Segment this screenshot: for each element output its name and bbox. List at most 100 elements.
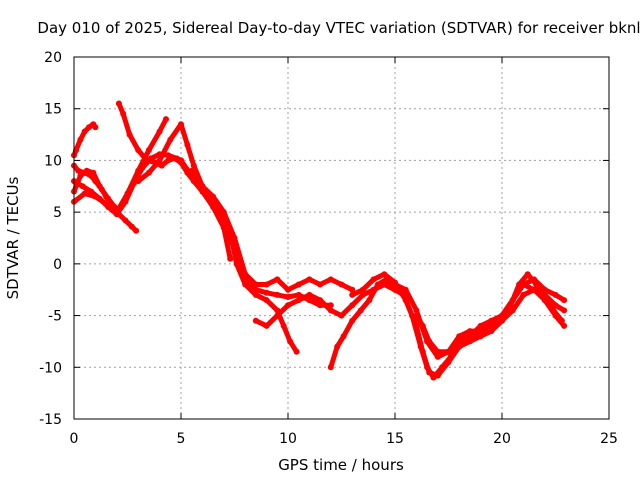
data-point xyxy=(263,281,270,288)
data-point xyxy=(145,147,152,154)
y-tick-label: 5 xyxy=(53,205,62,221)
data-point xyxy=(128,223,135,230)
y-axis-label: SDTVAR / TECUs xyxy=(4,176,22,299)
y-tick-label: 0 xyxy=(53,257,62,273)
data-point xyxy=(163,116,169,123)
x-axis-label: GPS time / hours xyxy=(278,456,404,474)
data-point xyxy=(327,276,334,283)
x-tick-label: 15 xyxy=(386,431,404,447)
data-point xyxy=(113,209,120,216)
data-point xyxy=(133,227,140,234)
data-point xyxy=(274,291,281,298)
data-point xyxy=(263,322,270,329)
data-point xyxy=(274,276,281,283)
data-point xyxy=(252,281,259,288)
data-point xyxy=(293,348,300,355)
data-point xyxy=(295,291,302,298)
data-point xyxy=(122,217,129,224)
axis-ticks: 0 5 10 15 20 25 -15 -10 -5 0 5 10 15 20 xyxy=(39,50,618,447)
data-point xyxy=(77,136,84,143)
data-point xyxy=(402,286,409,293)
data-point xyxy=(561,307,568,314)
data-point xyxy=(156,128,163,135)
data-point xyxy=(509,297,516,304)
data-point xyxy=(392,281,398,288)
y-tick-label: 15 xyxy=(44,102,62,118)
data-point xyxy=(109,204,116,210)
data-point xyxy=(488,322,495,329)
x-tick-label: 20 xyxy=(493,431,511,447)
data-point xyxy=(477,322,484,329)
data-series xyxy=(71,100,568,381)
data-point xyxy=(79,183,86,190)
x-tick-label: 25 xyxy=(600,431,618,447)
data-point xyxy=(210,193,217,200)
data-point xyxy=(220,209,227,216)
data-point xyxy=(199,183,206,190)
data-point xyxy=(135,167,142,174)
data-point xyxy=(184,141,191,148)
data-point xyxy=(158,162,165,169)
data-point xyxy=(75,167,82,174)
series-line-track-9 xyxy=(189,168,355,293)
data-point xyxy=(531,286,538,293)
chart-title: Day 010 of 2025, Sidereal Day-to-day VTE… xyxy=(37,19,640,37)
data-point xyxy=(274,312,281,319)
data-point xyxy=(381,281,388,288)
data-point xyxy=(402,297,409,304)
data-point xyxy=(541,286,548,293)
data-point xyxy=(334,343,341,350)
data-point xyxy=(295,281,302,288)
data-point xyxy=(83,167,90,174)
data-point xyxy=(252,317,259,324)
data-point xyxy=(285,302,291,309)
data-point xyxy=(509,307,516,314)
y-tick-label: -5 xyxy=(48,309,62,325)
data-point xyxy=(338,281,345,288)
data-point xyxy=(156,157,163,164)
data-point xyxy=(340,333,347,340)
data-point xyxy=(178,121,184,128)
data-point xyxy=(466,328,473,335)
x-tick-label: 0 xyxy=(70,431,79,447)
data-point xyxy=(263,297,270,304)
data-point xyxy=(561,297,568,304)
x-tick-label: 5 xyxy=(177,431,186,447)
data-point xyxy=(366,297,373,304)
data-point xyxy=(419,348,426,355)
data-point xyxy=(349,291,356,298)
data-point xyxy=(338,312,345,319)
series-line-track-12 xyxy=(349,271,567,379)
data-point xyxy=(552,291,559,298)
data-point xyxy=(252,291,259,298)
data-point xyxy=(466,333,473,340)
data-point xyxy=(242,271,249,278)
data-point xyxy=(188,167,195,174)
data-point xyxy=(359,291,366,298)
data-point xyxy=(92,124,99,131)
data-point xyxy=(287,338,294,345)
data-point xyxy=(541,297,548,304)
grid-lines xyxy=(74,57,609,419)
data-point xyxy=(349,286,356,293)
data-point xyxy=(531,276,538,283)
data-point xyxy=(317,297,324,304)
data-point xyxy=(357,307,364,314)
series-line-track-7 xyxy=(135,121,334,308)
data-point xyxy=(165,152,172,159)
data-point xyxy=(413,312,420,319)
x-tick-label: 10 xyxy=(279,431,297,447)
data-point xyxy=(552,302,559,309)
data-point xyxy=(145,169,152,176)
data-point xyxy=(135,147,142,154)
data-point xyxy=(167,136,174,143)
data-point xyxy=(263,289,270,296)
data-point xyxy=(349,302,356,309)
data-point xyxy=(280,322,287,329)
data-point xyxy=(499,312,505,319)
data-point xyxy=(327,364,334,371)
data-point xyxy=(552,312,559,319)
data-point xyxy=(96,183,103,190)
data-point xyxy=(477,328,484,335)
